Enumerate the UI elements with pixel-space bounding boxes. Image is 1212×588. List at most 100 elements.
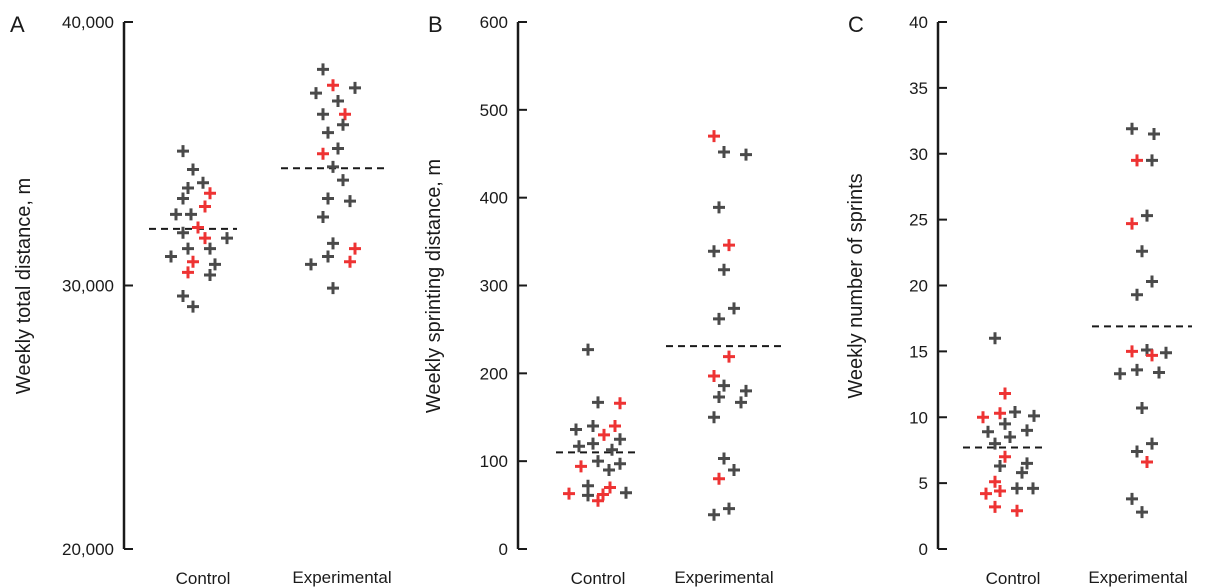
panel-b-control-point xyxy=(573,440,585,453)
panel-a-experimental-point xyxy=(337,118,349,131)
panel-b-experimental-point xyxy=(723,502,735,515)
panel-a-control-point xyxy=(199,232,211,245)
panel-b-experimental-point xyxy=(708,411,720,424)
panel-b-experimental-point xyxy=(708,245,720,258)
panel-c-y-tick-label: 30 xyxy=(909,145,928,164)
panel-c-experimental-point xyxy=(1146,349,1158,362)
panel-a-control-point xyxy=(182,266,194,279)
panel-b-letter: B xyxy=(428,12,443,37)
panel-a-control-point xyxy=(204,242,216,255)
panel-a-y-tick-label: 40,000 xyxy=(62,13,114,32)
panel-a-experimental-point xyxy=(332,95,344,108)
panel-c-experimental-point xyxy=(1141,209,1153,222)
panel-c-experimental-point xyxy=(1153,366,1165,379)
panel-b-experimental-point xyxy=(718,379,730,392)
panel-a-control-point xyxy=(209,258,221,271)
panel-b-experimental-point xyxy=(718,452,730,465)
panel-a-control-point xyxy=(177,290,189,303)
panel-a-y-tick-label: 30,000 xyxy=(62,277,114,296)
panel-a-control-point xyxy=(204,187,216,200)
panel-b-experimental-point xyxy=(735,396,747,409)
panel-c-y-tick-label: 10 xyxy=(909,408,928,427)
panel-b-experimental-point xyxy=(728,302,740,315)
panel-c-y-tick-label: 35 xyxy=(909,79,928,98)
panel-a-experimental-point xyxy=(327,282,339,295)
panel-a-control-point xyxy=(204,268,216,281)
panel-b-y-tick-label: 0 xyxy=(499,540,508,559)
panel-c: C Weekly number of sprints 0 5 10 15 20 25 30 3… xyxy=(845,12,1192,588)
panel-c-experimental-point xyxy=(1114,367,1126,380)
panel-a-experimental-point xyxy=(344,255,356,268)
panel-c-experimental-point xyxy=(1126,217,1138,230)
panel-c-y-tick-label: 20 xyxy=(909,277,928,296)
panel-a-control-point xyxy=(197,176,209,189)
panel-b-control-point xyxy=(604,481,616,494)
panel-c-experimental-point xyxy=(1136,402,1148,415)
panel-a-control-point xyxy=(177,226,189,239)
panel-c-experimental-point xyxy=(1131,154,1143,167)
panel-b-category-experimental: Experimental xyxy=(674,568,773,587)
panel-a-experimental-point xyxy=(317,108,329,121)
panel-b-experimental-point xyxy=(708,369,720,382)
panel-b-control-point xyxy=(563,487,575,500)
panel-b-control-point xyxy=(614,433,626,446)
panel-b-control-point xyxy=(592,455,604,468)
panel-c-control-point xyxy=(989,500,1001,513)
panel-b-control-point xyxy=(609,420,621,433)
panel-a-category-control: Control xyxy=(176,569,231,588)
panel-b-control-point xyxy=(587,420,599,433)
panel-b-control-point xyxy=(606,443,618,456)
panel-a-control-point xyxy=(199,200,211,213)
panel-a-control-point xyxy=(192,221,204,234)
panel-c-y-tick-label: 25 xyxy=(909,211,928,230)
panel-b-y-tick-label: 200 xyxy=(480,364,508,383)
panel-b-y-tick-label: 500 xyxy=(480,101,508,120)
panel-b-control-point xyxy=(598,428,610,441)
panel-b-y-ticks: 0 100 200 300 400 500 600 xyxy=(480,13,527,559)
panel-a: A Weekly total distance, m 20,000 30,000 4… xyxy=(10,12,392,588)
panel-a-control-point xyxy=(182,182,194,195)
panel-c-experimental-point xyxy=(1141,456,1153,469)
panel-c-experimental-point xyxy=(1126,492,1138,505)
panel-a-experimental-point xyxy=(327,160,339,173)
panel-c-experimental-point xyxy=(1148,127,1160,140)
panel-c-experimental-point xyxy=(1131,288,1143,301)
panel-b-experimental-point xyxy=(713,312,725,325)
panel-a-ylabel: Weekly total distance, m xyxy=(13,178,35,394)
panel-c-experimental-point xyxy=(1146,275,1158,288)
panel-c-control-point xyxy=(989,475,1001,488)
panel-c-y-tick-label: 40 xyxy=(909,13,928,32)
panel-a-control-point xyxy=(185,208,197,221)
panel-c-control-point xyxy=(1021,457,1033,470)
panel-c-control-point xyxy=(982,425,994,438)
panel-b-experimental-point xyxy=(740,148,752,161)
panel-b-ylabel: Weekly sprinting distance, m xyxy=(423,159,445,413)
panel-b-y-tick-label: 600 xyxy=(480,13,508,32)
panel-b-control-point xyxy=(587,437,599,450)
panel-c-control-point xyxy=(994,407,1006,420)
panel-c-control-point xyxy=(1004,431,1016,444)
panel-a-category-experimental: Experimental xyxy=(292,568,391,587)
panel-a-experimental-point xyxy=(322,250,334,263)
panel-c-control-point xyxy=(994,485,1006,498)
panel-c-control-point xyxy=(999,450,1011,463)
panel-c-y-tick-label: 15 xyxy=(909,342,928,361)
panel-a-control-point xyxy=(182,242,194,255)
panel-c-experimental-point xyxy=(1126,345,1138,358)
panel-a-marks xyxy=(149,63,385,313)
panel-b-control-point xyxy=(620,486,632,499)
panel-c-experimental-point xyxy=(1160,346,1172,359)
panel-c-y-tick-label: 5 xyxy=(919,474,928,493)
panel-c-control-point xyxy=(1009,405,1021,418)
panel-c-control-point xyxy=(1011,504,1023,517)
panel-c-control-point xyxy=(999,387,1011,400)
panel-a-control-point xyxy=(165,250,177,263)
panel-a-experimental-point xyxy=(339,108,351,121)
panel-b-control-point xyxy=(603,463,615,476)
panel-b-category-control: Control xyxy=(571,569,626,588)
panel-b-experimental-point xyxy=(723,350,735,363)
panel-c-experimental-point xyxy=(1131,445,1143,458)
panel-c-control-point xyxy=(1021,424,1033,437)
panel-a-experimental-point xyxy=(305,258,317,271)
